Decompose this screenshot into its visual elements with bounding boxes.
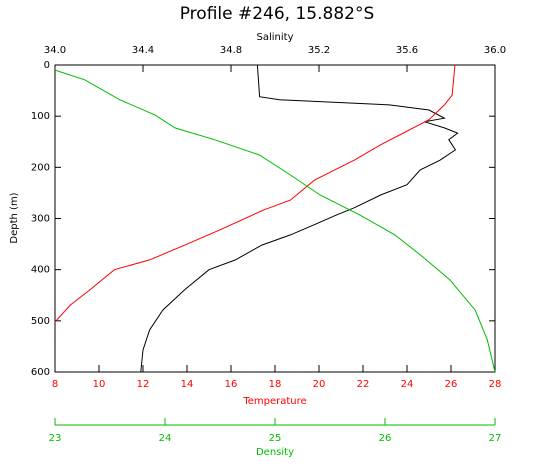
profile-line bbox=[140, 64, 459, 373]
x-tick-label: 27 bbox=[489, 433, 502, 444]
y-tick-label: 200 bbox=[31, 162, 50, 173]
x-tick-label: 24 bbox=[401, 379, 414, 390]
y-tick-label: 0 bbox=[44, 60, 50, 71]
x-axis-label: Density bbox=[256, 447, 294, 458]
chart-title: Profile #246, 15.882°S bbox=[180, 4, 375, 24]
x-tick-label: 35.6 bbox=[396, 45, 418, 56]
x-tick-label: 22 bbox=[357, 379, 370, 390]
x-tick-label: 26 bbox=[445, 379, 458, 390]
x-tick-label: 35.2 bbox=[308, 45, 330, 56]
x-tick-label: 34.4 bbox=[132, 45, 154, 56]
profile-line bbox=[54, 64, 456, 323]
x-axis-label: Salinity bbox=[257, 32, 294, 43]
x-axis-label: Temperature bbox=[242, 396, 306, 407]
x-tick-label: 34.8 bbox=[220, 45, 242, 56]
x-tick-label: 23 bbox=[49, 433, 62, 444]
y-axis-label: Depth (m) bbox=[9, 192, 20, 243]
x-tick-label: 25 bbox=[269, 433, 282, 444]
x-tick-label: 18 bbox=[269, 379, 282, 390]
profile-line bbox=[54, 69, 496, 373]
x-tick-label: 24 bbox=[159, 433, 172, 444]
x-tick-label: 8 bbox=[52, 379, 58, 390]
y-tick-label: 100 bbox=[31, 111, 50, 122]
x-tick-label: 36.0 bbox=[484, 45, 506, 56]
y-tick-label: 600 bbox=[31, 367, 50, 378]
x-tick-label: 20 bbox=[313, 379, 326, 390]
plot-frame bbox=[54, 64, 496, 373]
y-tick-label: 500 bbox=[31, 316, 50, 327]
x-tick-label: 12 bbox=[137, 379, 150, 390]
x-tick-label: 28 bbox=[489, 379, 502, 390]
x-tick-label: 14 bbox=[181, 379, 194, 390]
y-tick-label: 400 bbox=[31, 265, 50, 276]
x-tick-label: 26 bbox=[379, 433, 392, 444]
x-tick-label: 16 bbox=[225, 379, 238, 390]
y-tick-label: 300 bbox=[31, 214, 50, 225]
x-tick-label: 10 bbox=[93, 379, 106, 390]
x-tick-label: 34.0 bbox=[44, 45, 66, 56]
